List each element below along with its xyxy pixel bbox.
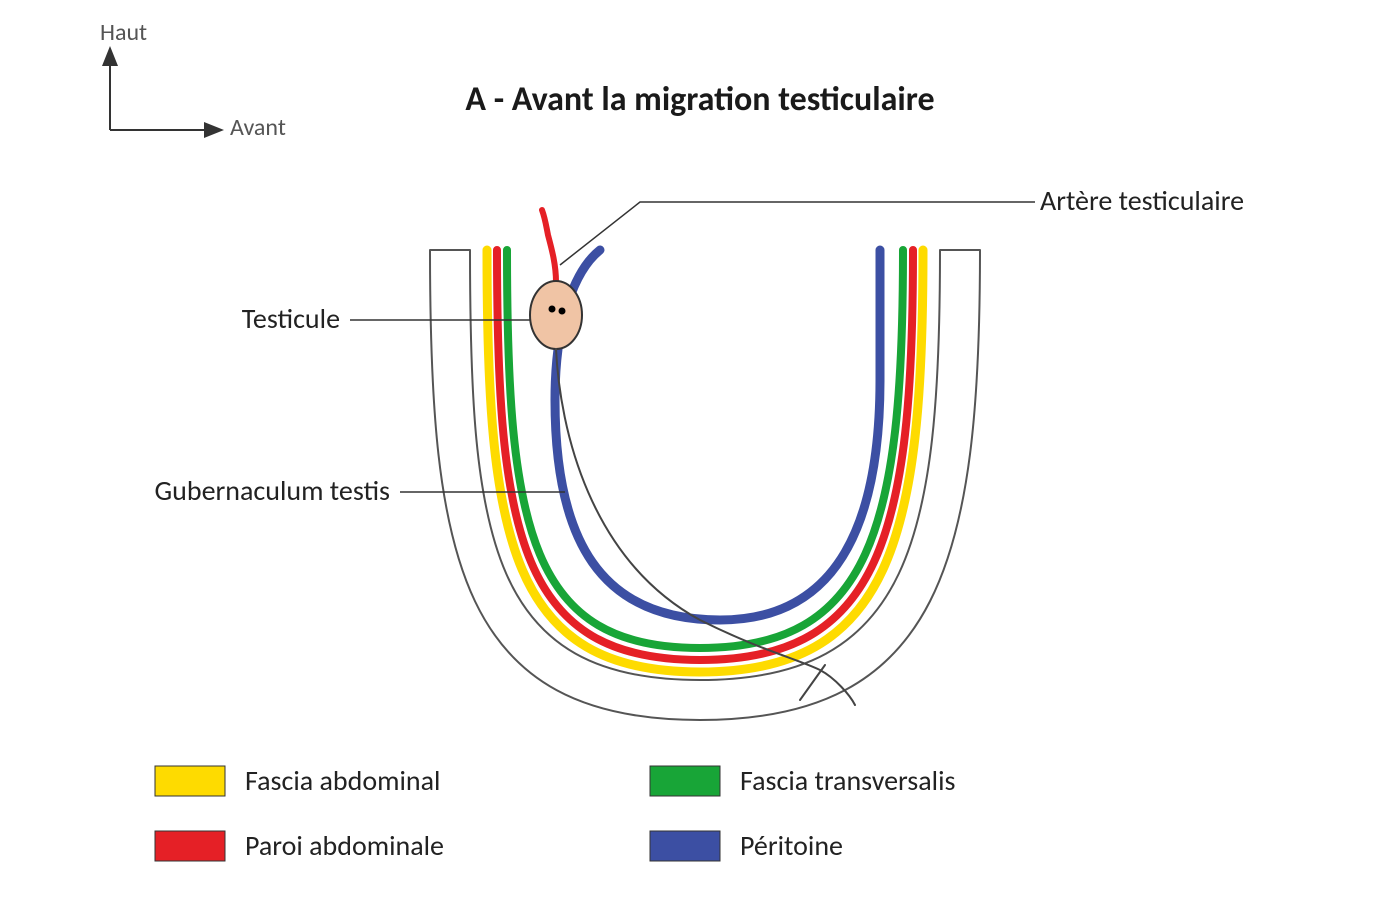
legend-item-0: Fascia abdominal: [155, 763, 440, 798]
diagram-canvas: Haut Avant A - Avant la migration testicul…: [0, 0, 1384, 914]
legend-label-0: Fascia abdominal: [245, 763, 440, 798]
legend-swatch-2: [650, 766, 720, 796]
callout-label-gubernaculum-testis: Gubernaculum testis: [155, 473, 391, 508]
axis-label-right: Avant: [230, 113, 286, 142]
testicle-dot-1: [559, 308, 566, 315]
diagram-title: A - Avant la migration testiculaire: [465, 79, 934, 120]
legend-swatch-1: [155, 831, 225, 861]
legend-label-3: Péritoine: [740, 828, 843, 863]
legend-item-2: Fascia transversalis: [650, 763, 956, 798]
testicle: [530, 281, 582, 349]
legend-label-2: Fascia transversalis: [740, 763, 956, 798]
callout-label-testicule: Testicule: [242, 301, 340, 336]
testicle-dot-0: [549, 306, 556, 313]
axis-label-up: Haut: [100, 18, 147, 47]
legend-swatch-0: [155, 766, 225, 796]
legend-item-3: Péritoine: [650, 828, 843, 863]
legend-swatch-3: [650, 831, 720, 861]
legend-label-1: Paroi abdominale: [245, 828, 444, 863]
legend-item-1: Paroi abdominale: [155, 828, 444, 863]
callout-label-artere-testiculaire: Artère testiculaire: [1040, 183, 1244, 218]
